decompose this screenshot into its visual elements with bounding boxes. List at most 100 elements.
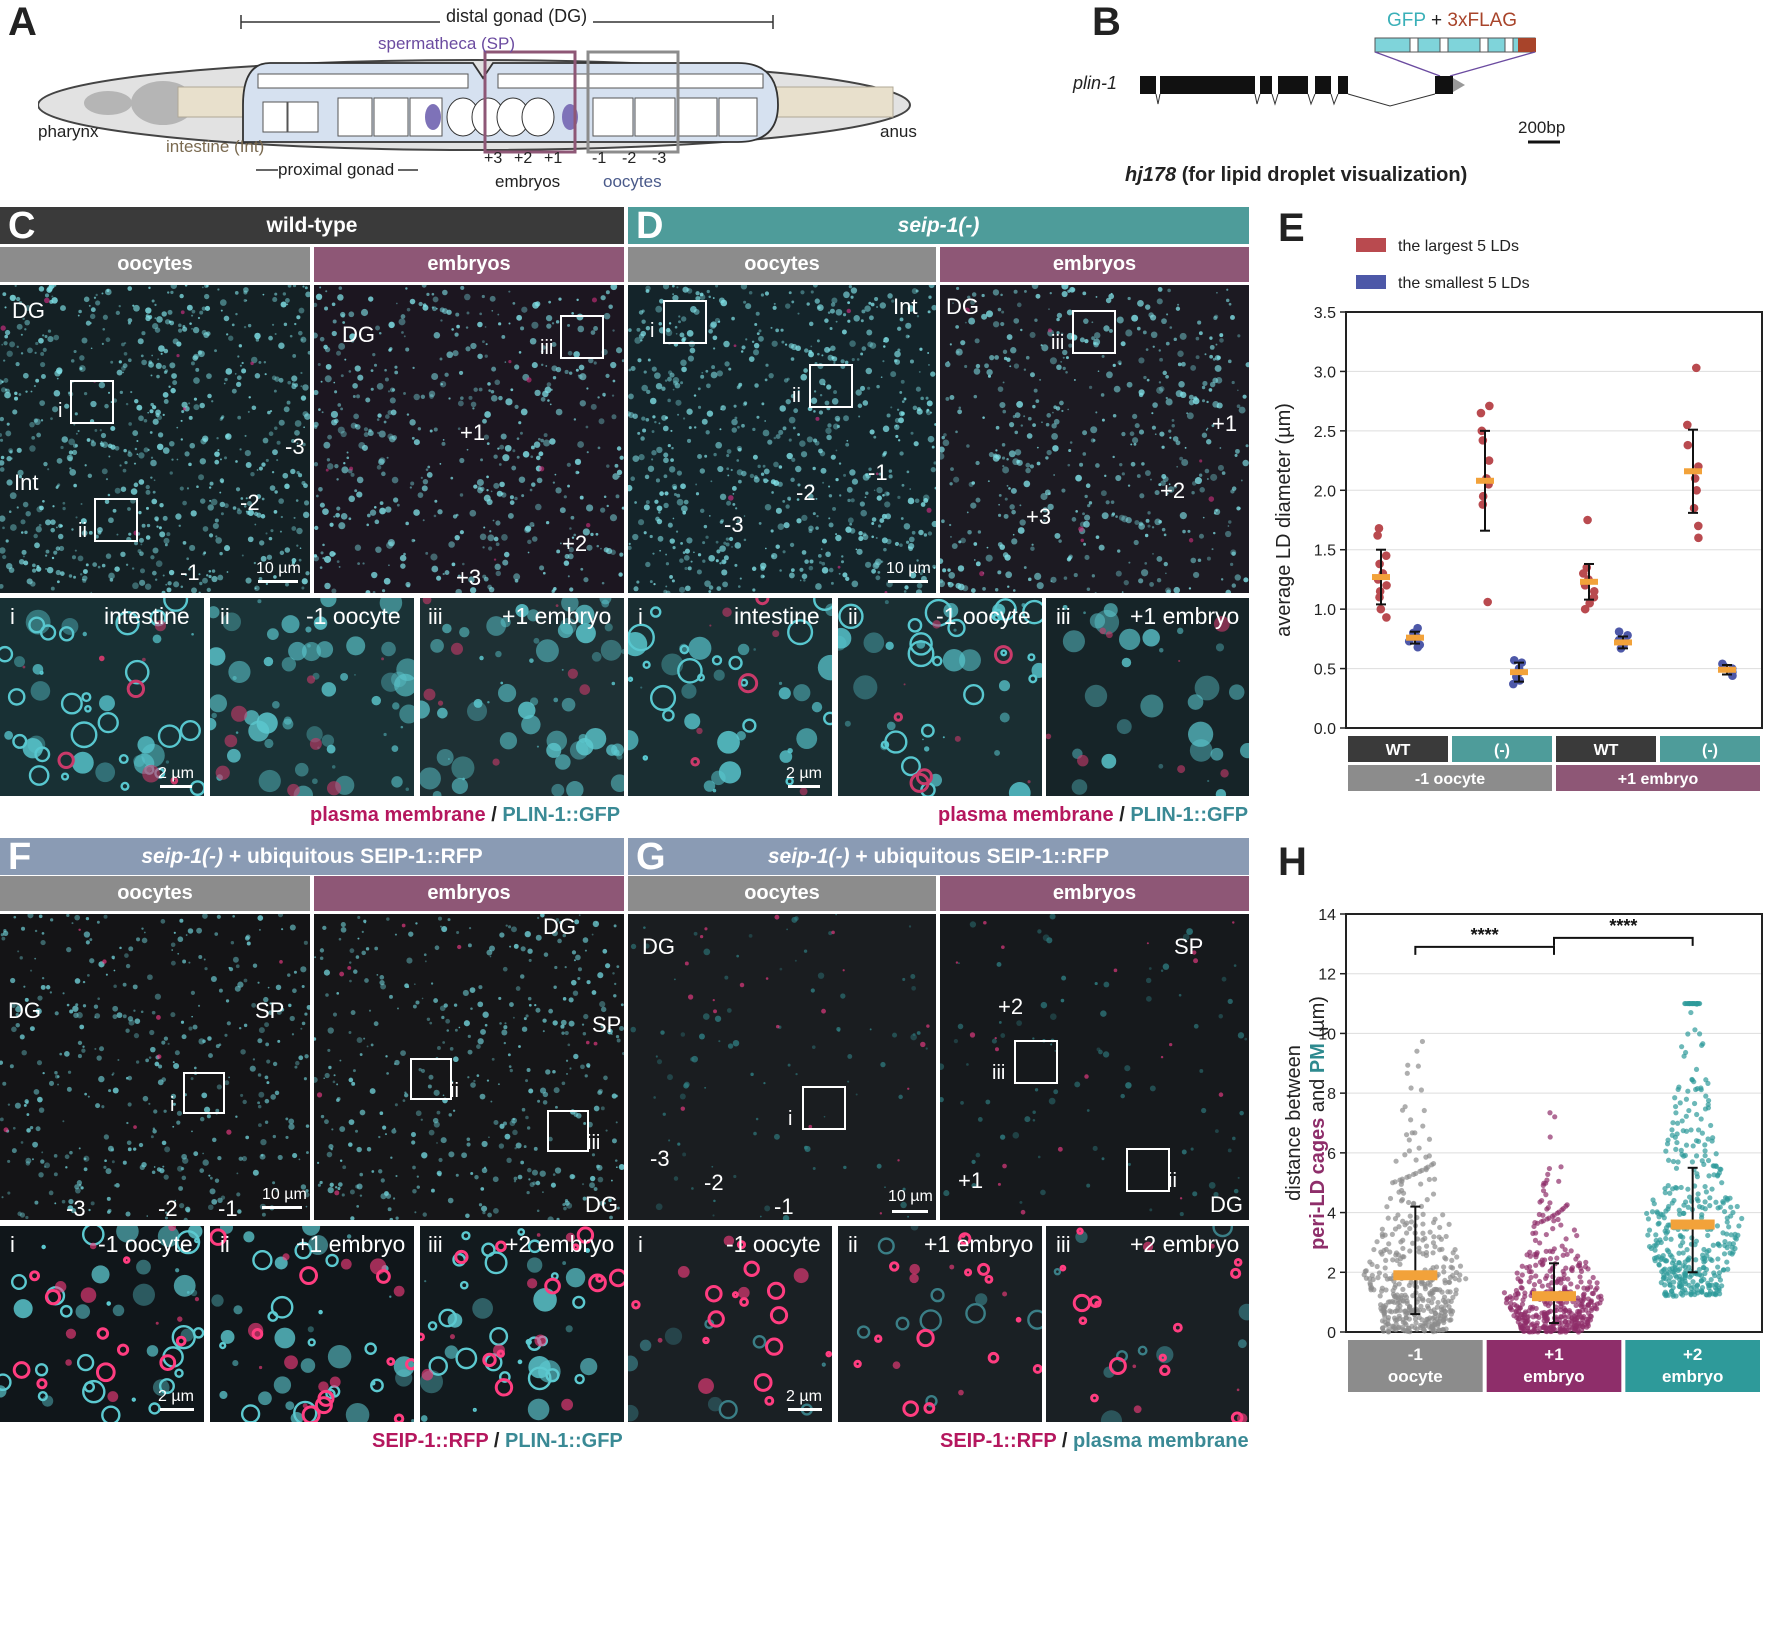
droplet [87, 1095, 90, 1098]
droplet [534, 1003, 537, 1007]
panel-c-header: C wild-type [0, 205, 624, 247]
droplet [1231, 380, 1235, 385]
droplet [711, 365, 716, 370]
droplet [130, 390, 133, 394]
y-axis-label: average LD diameter (µm) [1273, 403, 1295, 637]
footer-slash: / [488, 1430, 505, 1452]
inset-label-i: i [170, 1094, 175, 1116]
droplet [922, 738, 924, 741]
droplet [1173, 337, 1177, 342]
droplet [1092, 1145, 1098, 1152]
droplet [537, 916, 540, 920]
droplet [1230, 562, 1234, 567]
micrograph-texture [1053, 1226, 1249, 1422]
droplet [381, 611, 385, 615]
droplet [931, 655, 943, 667]
droplet [543, 439, 551, 447]
data-point [1390, 1326, 1396, 1332]
droplet [628, 368, 632, 372]
data-point [1447, 1317, 1453, 1323]
droplet [319, 566, 323, 569]
droplet [910, 1226, 919, 1231]
droplet [892, 1361, 901, 1370]
droplet [82, 631, 87, 637]
droplet [531, 321, 539, 329]
droplet [1112, 363, 1116, 367]
droplet [1127, 484, 1131, 487]
droplet [845, 442, 850, 447]
droplet [681, 683, 697, 699]
droplet [665, 416, 669, 420]
droplet [145, 314, 149, 318]
droplet [349, 1189, 355, 1195]
micrograph-texture [1046, 603, 1249, 796]
droplet [582, 937, 589, 943]
droplet [613, 924, 617, 928]
droplet [602, 948, 608, 954]
droplet [1178, 993, 1182, 997]
droplet [930, 371, 936, 377]
droplet [483, 576, 489, 582]
droplet [2, 930, 9, 936]
droplet [1198, 533, 1205, 539]
droplet [416, 1175, 419, 1178]
droplet [211, 1198, 218, 1205]
droplet [497, 313, 500, 316]
droplet [357, 562, 361, 566]
droplet [672, 293, 674, 296]
droplet [608, 304, 613, 309]
droplet [876, 384, 880, 389]
droplet [296, 527, 303, 535]
droplet [1126, 381, 1133, 388]
droplet [369, 509, 377, 516]
droplet [755, 598, 770, 606]
droplet [457, 427, 461, 431]
droplet [573, 959, 576, 962]
droplet [44, 1162, 51, 1169]
droplet [571, 312, 575, 315]
droplet [179, 1203, 185, 1209]
droplet [1169, 436, 1172, 439]
droplet [138, 1142, 144, 1148]
data-point [1421, 1107, 1427, 1114]
droplet [282, 1253, 290, 1261]
droplet [568, 1020, 575, 1027]
droplet [164, 319, 171, 325]
droplet [503, 551, 510, 558]
droplet [217, 1197, 223, 1204]
droplet [180, 1166, 185, 1171]
droplet [931, 304, 936, 311]
droplet [257, 981, 260, 984]
droplet [821, 354, 824, 357]
droplet [199, 310, 204, 315]
droplet [1083, 542, 1087, 546]
droplet [340, 407, 344, 411]
label-p2: +2 [562, 531, 588, 556]
droplet [1225, 589, 1232, 593]
droplet [810, 484, 813, 488]
droplet [289, 1015, 295, 1022]
droplet [16, 323, 23, 330]
droplet [548, 1136, 553, 1142]
droplet [422, 1212, 427, 1217]
droplet [797, 389, 800, 392]
droplet [182, 959, 187, 964]
droplet [81, 337, 88, 344]
embryo-number-3: +3 [484, 150, 503, 167]
droplet [191, 1015, 193, 1018]
droplet [720, 405, 726, 411]
droplet [628, 484, 633, 492]
droplet [182, 1157, 189, 1164]
droplet [91, 1265, 110, 1284]
droplet [773, 461, 779, 468]
micrograph-texture [210, 598, 414, 796]
droplet [62, 1120, 65, 1123]
droplet [171, 373, 177, 379]
droplet [994, 355, 999, 360]
droplet [155, 362, 162, 369]
droplet [164, 543, 168, 547]
droplet [298, 330, 303, 336]
droplet [551, 341, 557, 348]
droplet [198, 591, 201, 593]
droplet [314, 389, 319, 396]
